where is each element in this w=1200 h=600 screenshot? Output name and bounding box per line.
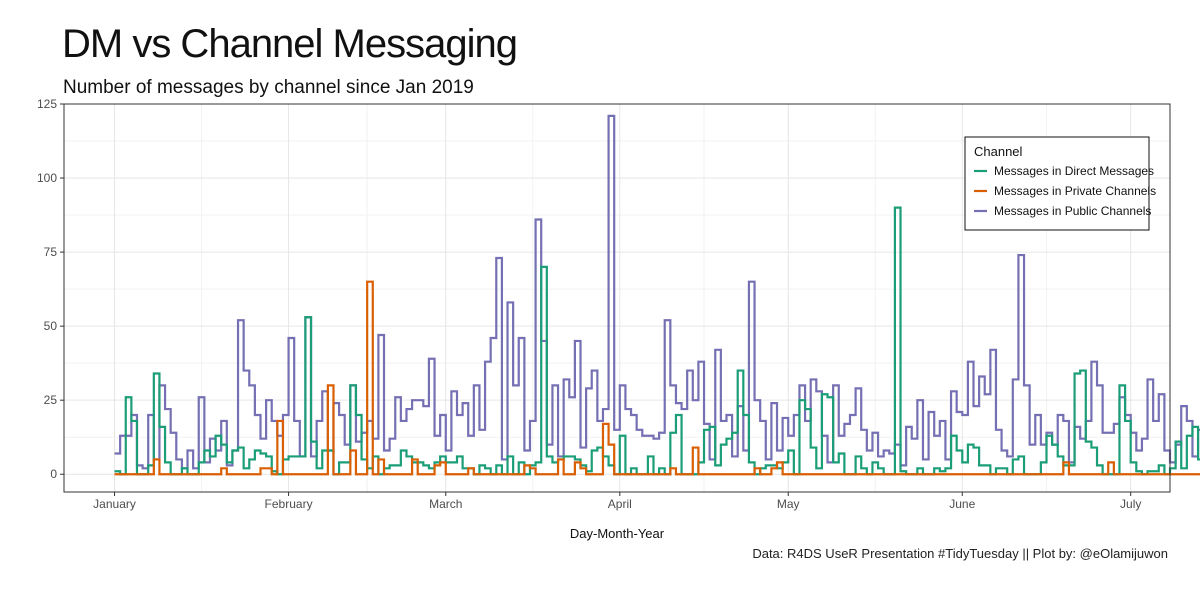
x-tick-label: May	[777, 497, 800, 511]
series-lines	[114, 114, 1200, 476]
legend-title: Channel	[974, 144, 1023, 159]
y-tick-label: 25	[44, 393, 58, 407]
legend-box	[964, 136, 1150, 231]
y-tick-label: 125	[37, 97, 57, 111]
x-tick-label: January	[93, 497, 136, 511]
x-tick-label: February	[265, 497, 313, 511]
legend: Channel Messages in Direct Messages Messa…	[964, 136, 1156, 231]
x-tick-label: June	[949, 497, 975, 511]
y-tick-label: 0	[50, 467, 57, 481]
x-axis: January February March April May June July	[93, 492, 1141, 511]
legend-label: Messages in Direct Messages	[994, 164, 1154, 178]
x-tick-label: March	[429, 497, 462, 511]
legend-label: Messages in Private Channels	[994, 184, 1156, 198]
chart-caption: Data: R4DS UseR Presentation #TidyTuesda…	[752, 546, 1168, 561]
chart-title: DM vs Channel Messaging	[62, 22, 518, 66]
plot-panel	[63, 103, 1171, 493]
series-line-2	[114, 280, 1200, 476]
x-axis-title: Day-Month-Year	[570, 526, 665, 541]
y-tick-label: 50	[44, 319, 58, 333]
y-axis: 0 25 50 75 100 125	[37, 97, 64, 481]
y-tick-label: 100	[37, 171, 57, 185]
x-tick-label: July	[1120, 497, 1141, 511]
legend-label: Messages in Public Channels	[994, 204, 1151, 218]
y-tick-label: 75	[44, 245, 58, 259]
chart-subtitle: Number of messages by channel since Jan …	[63, 77, 474, 98]
x-tick-label: April	[608, 497, 632, 511]
series-line-1	[114, 206, 1200, 476]
